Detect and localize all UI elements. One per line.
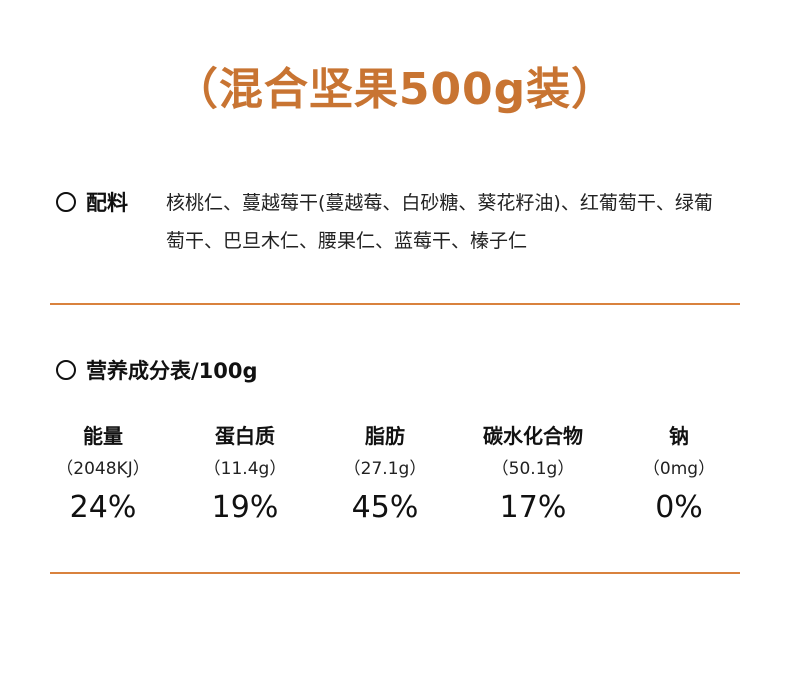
nutrient-fat: 脂肪 （27.1g） 45% [310,420,460,530]
nutrient-carbohydrate: 碳水化合物 （50.1g） 17% [458,420,608,530]
product-title: （混合坚果500g装） [173,64,617,115]
nutrition-label: 营养成分表/100g [86,359,258,383]
nutrient-amount: （2048KJ） [56,459,150,479]
ingredients-label: 配料 [86,191,128,215]
nutrient-amount: （0mg） [642,459,716,479]
nutrient-name: 蛋白质 [215,424,275,448]
nutrient-amount: （50.1g） [491,459,575,479]
circle-bullet-icon [56,360,76,380]
ingredients-list: 核桃仁、蔓越莓干(蔓越莓、白砂糖、葵花籽油)、红葡萄干、绿葡萄干、巴旦木仁、腰果… [166,192,713,252]
nutrient-name: 碳水化合物 [483,424,583,448]
divider [50,572,740,574]
nutrient-name: 能量 [83,424,123,448]
nutrient-percent: 24% [69,490,137,525]
nutrient-sodium: 钠 （0mg） 0% [604,420,754,530]
nutrient-amount: （11.4g） [203,459,287,479]
ingredients-heading: 配料 [56,188,128,216]
nutrient-percent: 17% [499,490,567,525]
nutrient-percent: 19% [211,490,279,525]
nutrient-name: 钠 [669,424,689,448]
nutrient-energy: 能量 （2048KJ） 24% [28,420,178,530]
nutrient-percent: 0% [655,490,703,525]
nutrient-name: 脂肪 [365,424,405,448]
circle-bullet-icon [56,192,76,212]
nutrient-amount: （27.1g） [343,459,427,479]
nutrient-protein: 蛋白质 （11.4g） 19% [170,420,320,530]
nutrition-heading: 营养成分表/100g [56,355,258,385]
nutrient-percent: 45% [351,490,419,525]
divider [50,303,740,305]
